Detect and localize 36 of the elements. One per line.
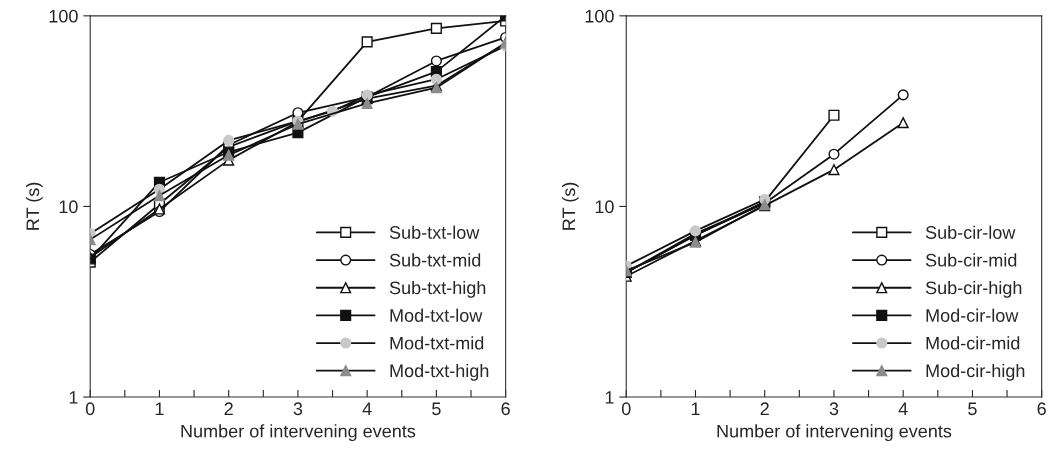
x-tick-label: 6 — [501, 402, 510, 416]
x-tick-label: 3 — [829, 402, 839, 416]
y-tick-label: 100 — [585, 9, 614, 23]
x-tick-label: 5 — [432, 402, 441, 416]
y-tick-label: 1 — [605, 391, 614, 404]
y-tick-label: 10 — [59, 200, 78, 214]
y-axis-title: RT (s) — [561, 182, 579, 230]
legend-label: Sub-cir-mid — [925, 253, 1017, 267]
x-tick-label: 0 — [85, 402, 95, 416]
y-tick-label: 10 — [595, 200, 614, 214]
x-tick-label: 6 — [1037, 402, 1046, 416]
x-tick-label: 4 — [898, 402, 908, 415]
y-tick-label: 100 — [49, 9, 78, 23]
legend-label: Mod-cir-high — [926, 363, 1025, 381]
x-tick-label: 2 — [224, 402, 233, 415]
x-axis-title: Number of intervening events — [181, 424, 416, 442]
legend-label: Sub-txt-mid — [389, 253, 481, 267]
legend-label: Mod-cir-low — [926, 308, 1019, 322]
legend-label: Mod-cir-mid — [926, 336, 1020, 350]
x-tick-label: 1 — [691, 402, 700, 415]
legend-label: Mod-txt-mid — [390, 336, 484, 350]
x-tick-label: 4 — [362, 402, 372, 415]
x-tick-label: 5 — [968, 402, 977, 416]
x-axis-title: Number of intervening events — [717, 424, 952, 442]
legend-label: Sub-cir-low — [925, 225, 1016, 239]
y-tick-label: 1 — [69, 391, 78, 404]
x-tick-label: 2 — [760, 402, 769, 415]
legend-label: Sub-cir-high — [925, 280, 1022, 298]
y-axis-title: RT (s) — [25, 182, 43, 230]
x-tick-label: 1 — [155, 402, 164, 415]
legend-label: Mod-txt-low — [390, 308, 483, 322]
legend-label: Mod-txt-high — [390, 363, 489, 381]
x-tick-label: 0 — [621, 402, 631, 416]
legend-label: Sub-txt-low — [389, 225, 480, 239]
legend-label: Sub-txt-high — [389, 280, 486, 298]
x-tick-label: 3 — [293, 402, 303, 416]
